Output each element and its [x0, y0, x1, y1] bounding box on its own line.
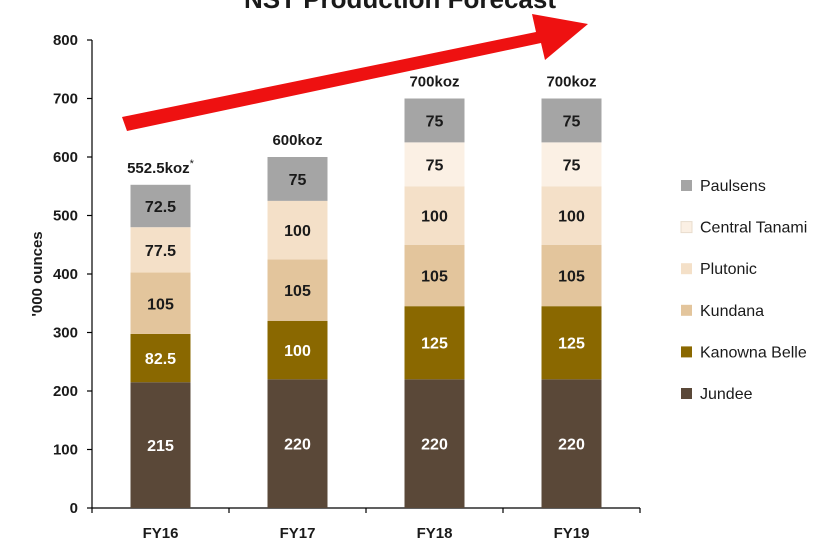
legend-swatch: [680, 221, 693, 234]
data-label: 75: [426, 157, 444, 174]
x-tick-label: FY17: [280, 525, 316, 542]
bar-segment: [404, 142, 465, 187]
data-label: 220: [421, 437, 448, 454]
legend-label: Paulsens: [700, 178, 766, 195]
y-tick-label: 200: [53, 383, 78, 400]
data-label: 220: [284, 437, 311, 454]
data-label: 105: [558, 268, 585, 285]
bar-segment: [404, 186, 465, 245]
data-label: 220: [558, 437, 585, 454]
bar-segment: [130, 227, 191, 273]
total-label-text: 552.5koz: [127, 160, 190, 177]
data-label: 75: [426, 113, 444, 130]
footnote-marker: *: [190, 158, 195, 170]
total-label-text: 700koz: [409, 74, 459, 91]
chart-title: NST Production Forecast: [244, 0, 556, 14]
bar-segment: [404, 379, 465, 508]
bar-segment: [541, 306, 602, 380]
bar-segment: [130, 333, 191, 383]
total-label: 600koz: [272, 132, 322, 149]
bar-segment: [541, 98, 602, 143]
y-tick-label: 600: [53, 149, 78, 166]
bar-segment: [267, 200, 328, 260]
data-label: 100: [558, 209, 585, 226]
legend-swatch: [681, 346, 692, 358]
data-label: 105: [284, 283, 311, 300]
data-label: 100: [284, 343, 311, 360]
bar-segment: [267, 379, 328, 508]
x-tick-label: FY16: [143, 525, 179, 542]
legend-label: Kanowna Belle: [700, 344, 807, 361]
data-label: 75: [289, 172, 307, 189]
legend-label: Jundee: [700, 386, 753, 403]
data-label: 125: [421, 336, 448, 353]
data-label: 105: [147, 296, 174, 313]
data-label: 82.5: [145, 351, 176, 368]
x-tick-label: FY18: [417, 525, 453, 542]
y-tick-label: 0: [70, 500, 78, 517]
data-label: 125: [558, 336, 585, 353]
legend-swatch: [681, 180, 692, 191]
bar-segment: [130, 272, 191, 334]
total-label-text: 600koz: [272, 132, 322, 149]
data-label: 75: [563, 157, 581, 174]
bar-segment: [267, 157, 328, 201]
bar-segment: [541, 186, 602, 245]
data-label: 72.5: [145, 199, 176, 216]
data-label: 105: [421, 268, 448, 285]
data-label: 77.5: [145, 243, 176, 260]
bar-segment: [541, 379, 602, 508]
bar-segment: [541, 142, 602, 187]
total-label-text: 700koz: [546, 74, 596, 91]
total-label: 700koz: [409, 74, 459, 91]
trend-arrow: [122, 14, 588, 131]
legend-label: Plutonic: [700, 261, 757, 278]
bar-segment: [267, 259, 328, 321]
y-tick-label: 400: [53, 266, 78, 283]
y-axis-label: '000 ounces: [29, 231, 46, 316]
legend-label: Kundana: [700, 303, 764, 320]
data-label: 100: [284, 223, 311, 240]
bar-segment: [267, 320, 328, 380]
data-label: 215: [147, 438, 174, 455]
legend-swatch: [681, 388, 692, 399]
total-label: 552.5koz*: [127, 158, 195, 177]
y-tick-label: 500: [53, 208, 78, 225]
legend-swatch: [681, 263, 692, 275]
bar-segment: [404, 244, 465, 307]
data-label: 100: [421, 209, 448, 226]
bar-segment: [404, 306, 465, 380]
y-tick-label: 100: [53, 442, 78, 459]
y-tick-label: 800: [53, 32, 78, 49]
total-label: 700koz: [546, 74, 596, 91]
y-tick-label: 700: [53, 91, 78, 108]
bar-segment: [130, 184, 191, 228]
bar-segment: [130, 382, 191, 508]
x-tick-label: FY19: [554, 525, 590, 542]
legend-label: Central Tanami: [700, 220, 807, 237]
bar-segment: [404, 98, 465, 143]
legend-swatch: [681, 304, 692, 316]
y-tick-label: 300: [53, 325, 78, 342]
bar-segment: [541, 244, 602, 307]
data-label: 75: [563, 113, 581, 130]
